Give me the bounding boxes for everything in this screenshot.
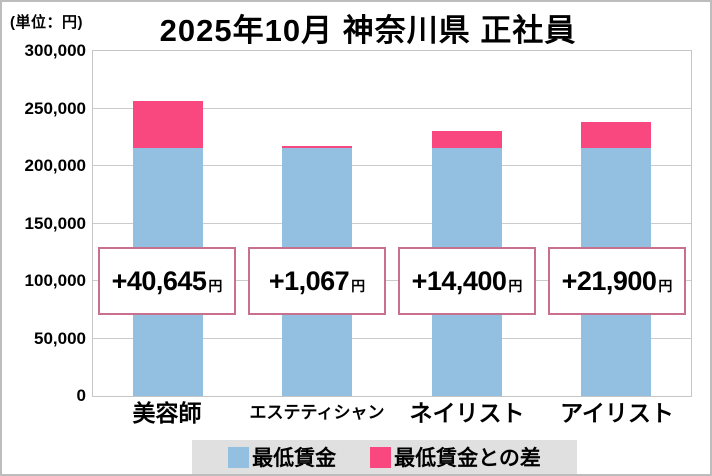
gridline-150000: [93, 222, 691, 224]
bar-segment-diff: [282, 146, 353, 148]
legend-label: 最低賃金: [252, 447, 337, 470]
x-category-label-1: 美容師: [132, 400, 202, 426]
diff-value: +21,900: [561, 265, 657, 296]
plot-area: [92, 50, 692, 397]
bar-slot-4: [542, 51, 692, 396]
bar-segment-diff: [431, 130, 502, 148]
y-tick-label: 200,000: [24, 156, 86, 175]
y-tick-label: 0: [76, 386, 86, 405]
diff-value: +14,400: [411, 265, 507, 296]
legend-label: 最低賃金との差: [394, 447, 541, 470]
bar-slot-1: [93, 51, 243, 396]
unit-label: (単位：円): [10, 14, 83, 31]
legend-swatch-diff: [370, 446, 392, 468]
diff-value: +40,645: [111, 265, 207, 296]
diff-value-box-3: +14,400 円: [398, 247, 536, 315]
diff-value-box-4: +21,900 円: [548, 247, 686, 315]
y-tick-label: 150,000: [24, 213, 86, 233]
x-category-label-3: ネイリスト: [409, 400, 525, 426]
yen-suffix: 円: [208, 278, 223, 294]
diff-value-box-2: +1,067 円: [248, 247, 386, 315]
y-tick-label: 300,000: [24, 41, 86, 60]
yen-suffix: 円: [351, 278, 366, 294]
bar-slot-3: [392, 51, 542, 396]
x-category-label-2: エステティシャン: [249, 403, 385, 422]
x-category-label-4: アイリスト: [560, 400, 674, 426]
bar-segment-diff: [581, 122, 652, 148]
legend-item-2: 最低賃金との差: [370, 442, 541, 472]
gridline-100000: [93, 280, 691, 281]
yen-suffix: 円: [508, 278, 523, 294]
chart-title: 2025年10月 神奈川県 正社員: [159, 13, 577, 48]
y-tick-label: 50,000: [34, 328, 86, 348]
y-tick-label: 250,000: [24, 98, 86, 118]
legend-swatch-min-wage: [228, 446, 250, 468]
legend: 最低賃金 最低賃金との差: [192, 440, 577, 474]
y-tick-label: 100,000: [24, 271, 86, 290]
yen-suffix: 円: [658, 278, 673, 294]
bars-layer: [93, 51, 691, 396]
gridline-200000: [93, 165, 691, 166]
gridline-50000: [93, 337, 691, 339]
legend-item-1: 最低賃金: [228, 442, 336, 472]
diff-value: +1,067: [268, 265, 350, 296]
x-axis-labels: 美容師 エステティシャン ネイリスト アイリスト: [92, 400, 692, 426]
diff-value-box-1: +40,645 円: [98, 247, 236, 315]
bar-segment-diff: [132, 100, 203, 148]
gridline-250000: [93, 107, 691, 109]
bar-slot-2: [243, 51, 393, 396]
